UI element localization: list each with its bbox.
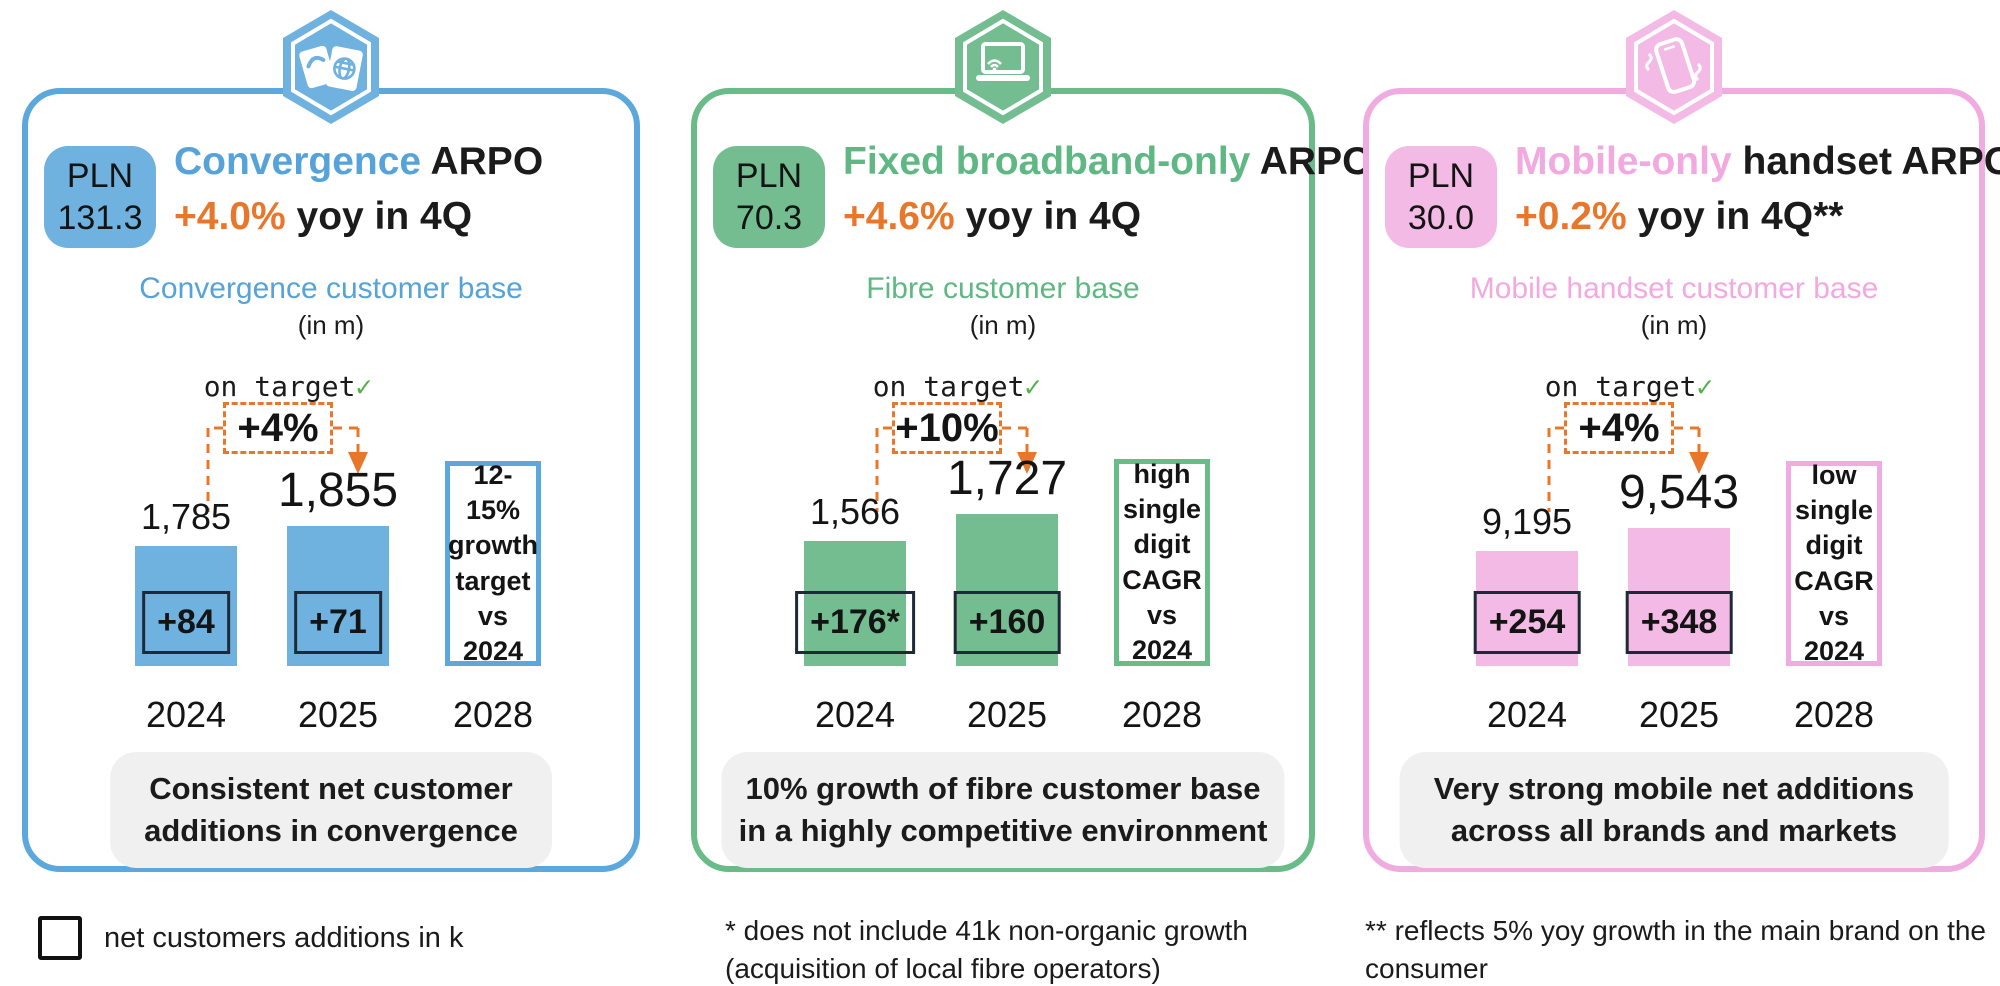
chart-unit: (in m) xyxy=(969,310,1037,340)
down-arrow-icon xyxy=(1689,452,1709,474)
on-target-note: on target✓ xyxy=(203,370,373,403)
on-target-note: on target✓ xyxy=(1544,370,1714,403)
panel-convergence: PLN 131.3 Convergence ARPO +4.0% yoy in … xyxy=(22,10,640,872)
arpo-value: 131.3 xyxy=(57,199,143,237)
bar-value-label: 1,727 xyxy=(946,452,1068,505)
x-axis-label: 2025 xyxy=(297,694,379,735)
takeaway-box: Consistent net customer additions in con… xyxy=(110,752,552,868)
target-growth-badge: +10% xyxy=(892,402,1002,454)
arpo-price-badge: PLN 30.0 xyxy=(1385,146,1497,248)
takeaway-box: Very strong mobile net additions across … xyxy=(1399,752,1949,868)
laptop-wifi-icon xyxy=(951,8,1055,126)
panel-title: Convergence ARPO xyxy=(174,140,644,185)
yoy-growth-line: +4.0% yoy in 4Q xyxy=(174,195,644,240)
legend-square-icon xyxy=(38,916,82,960)
bar-value-label: 1,855 xyxy=(277,464,399,517)
bar-2025: 1,727 +160 xyxy=(927,451,1087,666)
bar-2025: 1,855 +71 xyxy=(258,463,418,666)
takeaway-box: 10% growth of fibre customer base in a h… xyxy=(721,752,1285,868)
panel-fixed-broadband: PLN 70.3 Fixed broadband-only ARPO +4.6%… xyxy=(691,10,1372,872)
bar-2024: 1,566 +176* xyxy=(775,491,935,666)
growth-rest: yoy in 4Q xyxy=(954,194,1142,238)
growth-percent: +4.6% xyxy=(843,194,955,238)
net-additions-box: +71 xyxy=(294,591,382,654)
net-additions-box: +254 xyxy=(1473,591,1581,654)
on-target-note: on target✓ xyxy=(872,370,1042,403)
panel-header: Mobile-only handset ARPO +0.2% yoy in 4Q… xyxy=(1515,140,2000,240)
bar-2024: 1,785 +84 xyxy=(106,496,266,666)
net-additions-box: +84 xyxy=(142,591,230,654)
title-rest: ARPO xyxy=(421,140,544,183)
target-growth-badge: +4% xyxy=(1564,402,1674,454)
bar-value-label: 1,785 xyxy=(140,496,232,537)
currency-label: PLN xyxy=(1407,156,1475,195)
convergence-cards-icon xyxy=(279,8,383,126)
growth-percent: +4.0% xyxy=(174,194,286,238)
check-icon: ✓ xyxy=(355,370,373,403)
title-rest: handset ARPO xyxy=(1731,140,2000,183)
arpo-value: 70.3 xyxy=(735,199,803,237)
footnote-fibre: * does not include 41k non-organic growt… xyxy=(725,915,1249,984)
down-arrow-icon xyxy=(1017,452,1037,474)
vibrating-phone-icon xyxy=(1622,8,1726,126)
target-2028: 12-15% growth target vs 2024 xyxy=(413,460,573,666)
growth-percent: +0.2% xyxy=(1515,194,1627,238)
x-axis-label: 2024 xyxy=(814,694,896,735)
x-axis-label: 2025 xyxy=(966,694,1048,735)
bar-2025: 9,543 +348 xyxy=(1599,465,1759,666)
target-connector-arrows xyxy=(1547,426,1709,512)
chart-unit: (in m) xyxy=(297,310,365,340)
x-axis-label: 2024 xyxy=(145,694,227,735)
legend-label: net customers additions in k xyxy=(104,921,464,954)
growth-rest: yoy in 4Q** xyxy=(1626,194,1844,238)
title-colored: Mobile-only xyxy=(1515,140,1732,183)
x-axis-label: 2028 xyxy=(1793,694,1875,735)
title-colored: Fixed broadband-only xyxy=(843,140,1251,183)
target-growth-badge: +4% xyxy=(223,402,333,454)
arpo-price-badge: PLN 70.3 xyxy=(713,146,825,248)
panel-title: Fixed broadband-only ARPO xyxy=(843,140,1372,185)
chart-title: Mobile handset customer base xyxy=(1469,272,1879,305)
panel-header: Fixed broadband-only ARPO +4.6% yoy in 4… xyxy=(843,140,1372,240)
arpo-price-badge: PLN 131.3 xyxy=(44,146,156,248)
yoy-growth-line: +4.6% yoy in 4Q xyxy=(843,195,1313,240)
bar-value-label: 9,195 xyxy=(1481,501,1573,542)
check-icon: ✓ xyxy=(1024,370,1042,403)
net-additions-box: +176* xyxy=(795,591,915,654)
chart-title: Fibre customer base xyxy=(866,272,1140,305)
x-axis-label: 2024 xyxy=(1486,694,1568,735)
footnote-mobile: ** reflects 5% yoy growth in the main br… xyxy=(1365,915,1987,984)
target-2028: high single digit CAGR vs 2024 xyxy=(1082,459,1242,666)
chart-unit: (in m) xyxy=(1640,310,1708,340)
panel-mobile-only: PLN 30.0 Mobile-only handset ARPO +0.2% … xyxy=(1363,10,2000,872)
chart-title: Convergence customer base xyxy=(139,272,523,305)
title-rest: ARPO xyxy=(1250,140,1373,183)
net-additions-box: +160 xyxy=(953,591,1061,654)
target-connector-arrows xyxy=(875,426,1037,512)
down-arrow-icon xyxy=(348,452,368,474)
bar-2024: 9,195 +254 xyxy=(1447,501,1607,666)
panel-title: Mobile-only handset ARPO xyxy=(1515,140,2000,185)
target-2028: low single digit CAGR vs 2024 xyxy=(1754,460,1914,666)
bar-value-label: 1,566 xyxy=(809,491,901,532)
check-icon: ✓ xyxy=(1696,370,1714,403)
net-additions-box: +348 xyxy=(1625,591,1733,654)
title-colored: Convergence xyxy=(174,140,422,183)
x-axis-label: 2025 xyxy=(1638,694,1720,735)
legend: net customers additions in k xyxy=(38,916,463,960)
target-connector-arrows xyxy=(206,426,368,512)
yoy-growth-line: +0.2% yoy in 4Q** xyxy=(1515,195,1985,240)
growth-rest: yoy in 4Q xyxy=(285,194,473,238)
bar-value-label: 9,543 xyxy=(1618,466,1740,519)
x-axis-label: 2028 xyxy=(452,694,534,735)
x-axis-label: 2028 xyxy=(1121,694,1203,735)
arpo-value: 30.0 xyxy=(1407,199,1475,237)
currency-label: PLN xyxy=(66,156,134,195)
currency-label: PLN xyxy=(735,156,803,195)
panel-header: Convergence ARPO +4.0% yoy in 4Q xyxy=(174,140,644,240)
